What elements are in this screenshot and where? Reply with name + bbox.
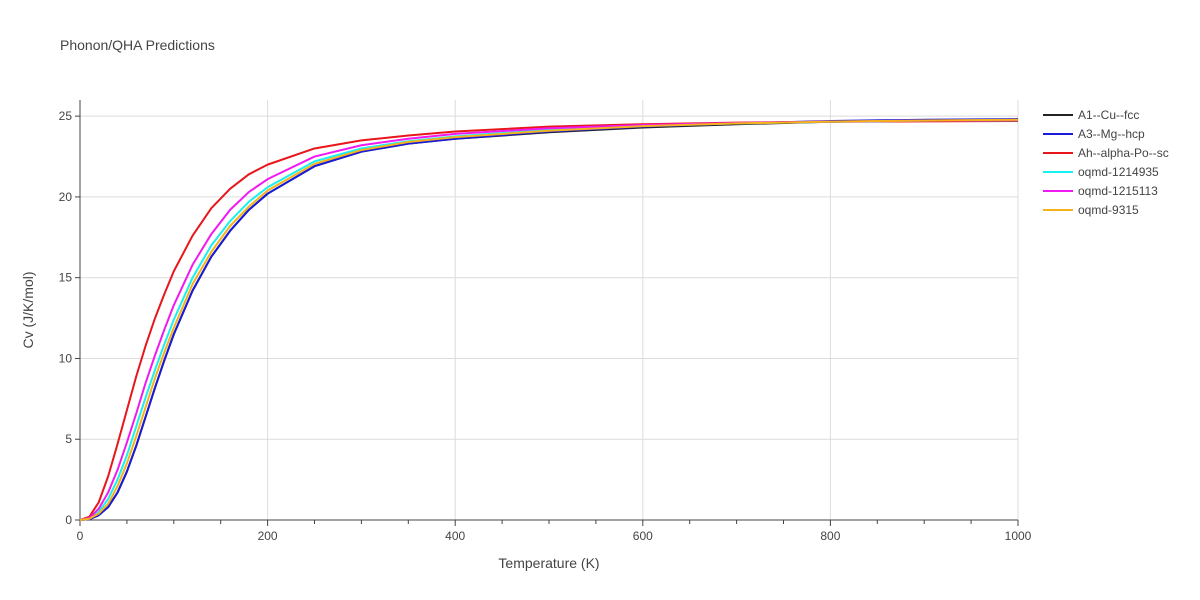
x-tick-label-600: 600: [633, 529, 653, 543]
legend-label: A1--Cu--fcc: [1078, 108, 1139, 122]
legend-label: oqmd-1215113: [1078, 184, 1158, 198]
legend-item-oqmd-1214935[interactable]: oqmd-1214935: [1043, 165, 1159, 179]
series-line-A3--Mg--hcp[interactable]: [79, 118, 1019, 521]
y-axis-title: Cv (J/K/mol): [20, 272, 36, 349]
x-tick-label-400: 400: [445, 529, 465, 543]
tick-layer: 0 200 400 600 800 1000 0 5 10 15 20 25: [59, 109, 1032, 543]
legend-item-A3--Mg--hcp[interactable]: A3--Mg--hcp: [1043, 127, 1145, 141]
series-line-A1--Cu--fcc[interactable]: [79, 118, 1019, 521]
x-tick-label-200: 200: [258, 529, 278, 543]
legend-label: A3--Mg--hcp: [1078, 127, 1145, 141]
series-line-oqmd-1215113[interactable]: [79, 119, 1019, 521]
legend[interactable]: A1--Cu--fcc A3--Mg--hcp Ah--alpha-Po--sc oq…: [1043, 108, 1169, 217]
legend-label: Ah--alpha-Po--sc: [1078, 146, 1169, 160]
x-axis-title: Temperature (K): [498, 555, 599, 571]
y-tick-label-25: 25: [59, 109, 73, 123]
y-tick-label-20: 20: [59, 190, 73, 204]
series-line-oqmd-9315[interactable]: [79, 118, 1019, 521]
series-layer: [79, 118, 1019, 521]
legend-item-A1--Cu--fcc[interactable]: A1--Cu--fcc: [1043, 108, 1139, 122]
legend-item-Ah--alpha-Po--sc[interactable]: Ah--alpha-Po--sc: [1043, 146, 1169, 160]
y-tick-label-5: 5: [65, 432, 72, 446]
x-tick-label-0: 0: [77, 529, 84, 543]
legend-item-oqmd-9315[interactable]: oqmd-9315: [1043, 203, 1139, 217]
y-tick-label-15: 15: [59, 271, 73, 285]
axes-layer: [75, 100, 1019, 526]
x-tick-label-1000: 1000: [1005, 529, 1032, 543]
series-line-oqmd-1214935[interactable]: [79, 119, 1019, 521]
series-line-Ah--alpha-Po--sc[interactable]: [79, 120, 1019, 521]
y-tick-label-0: 0: [65, 513, 72, 527]
y-tick-label-10: 10: [59, 351, 73, 365]
legend-item-oqmd-1215113[interactable]: oqmd-1215113: [1043, 184, 1158, 198]
grid-layer: [80, 100, 1019, 520]
x-tick-label-800: 800: [820, 529, 840, 543]
chart-title: Phonon/QHA Predictions: [60, 37, 215, 53]
legend-label: oqmd-9315: [1078, 203, 1139, 217]
legend-label: oqmd-1214935: [1078, 165, 1159, 179]
